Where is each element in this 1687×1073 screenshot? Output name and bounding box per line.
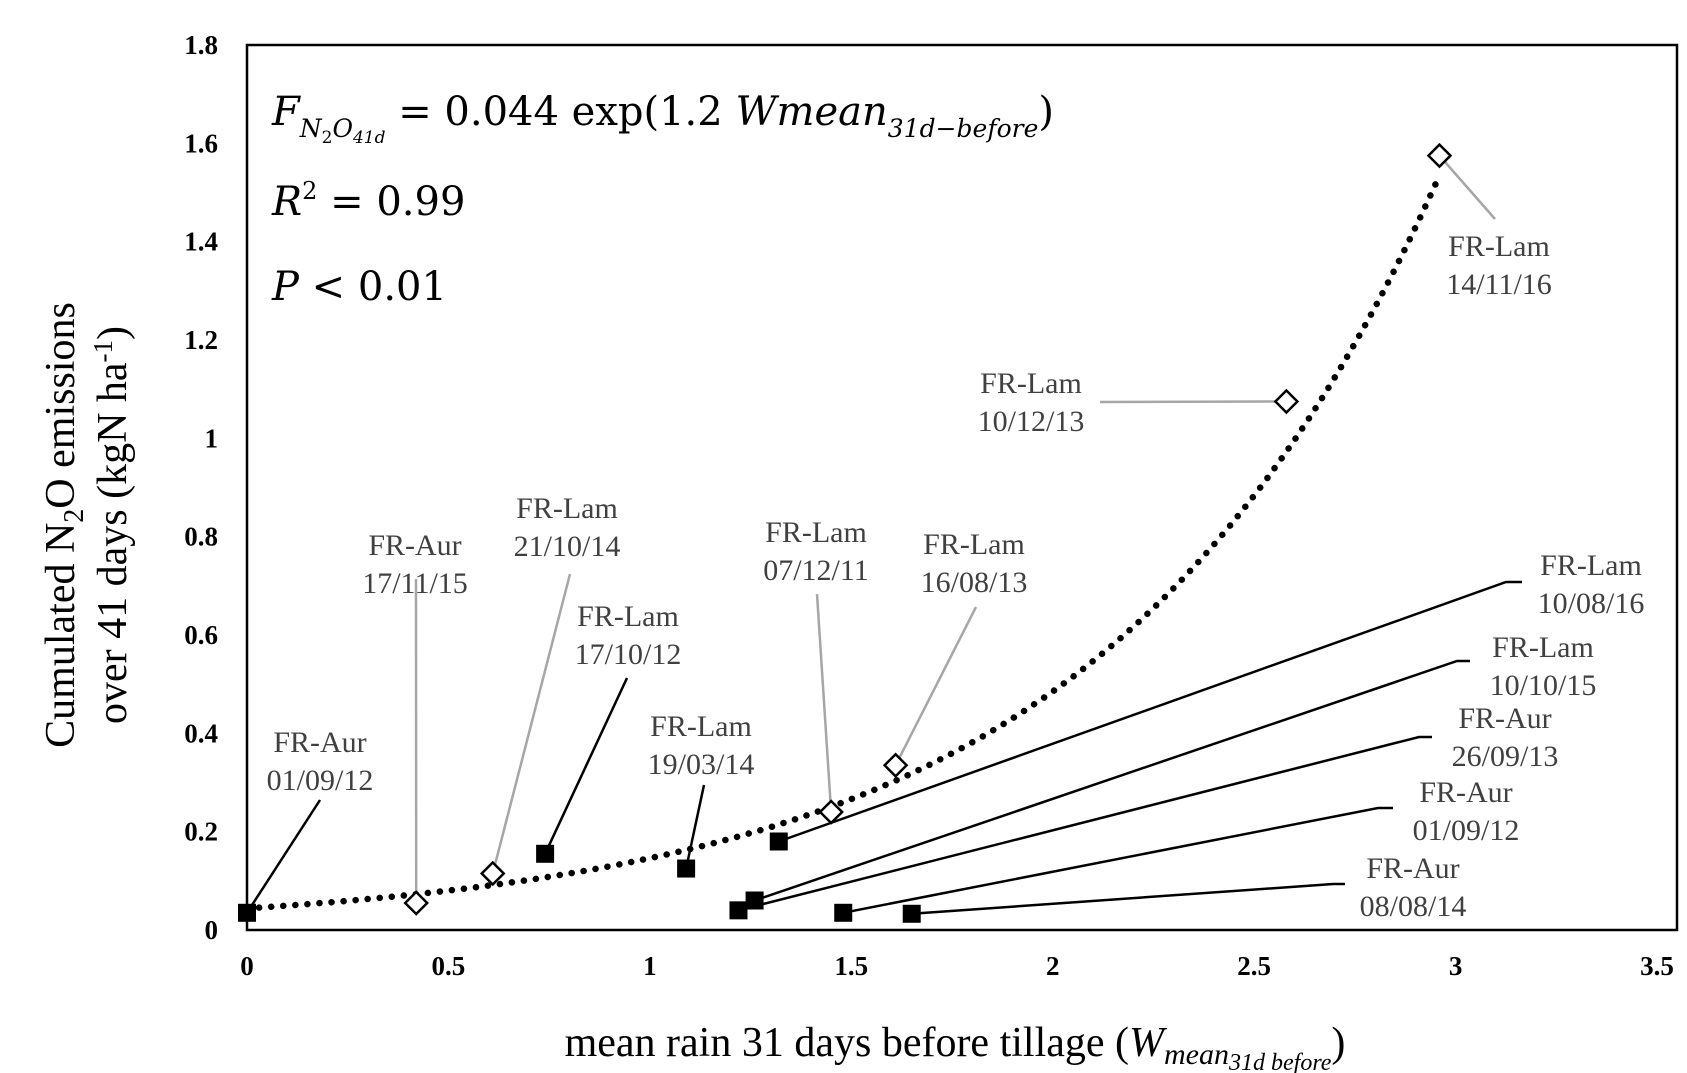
- square-marker: [238, 903, 256, 922]
- diamond-marker: [882, 752, 909, 779]
- point-label-date: 01/09/12: [1413, 814, 1520, 847]
- point-label-site: FR-Lam: [765, 516, 867, 549]
- point-labels: FR-Aur 17/11/15 FR-Lam 21/10/14 FR-Lam 07/12/…: [267, 230, 1645, 923]
- callout-line: [754, 659, 1470, 902]
- x-axis-title: mean rain 31 days before tillage (Wmean3…: [565, 1020, 1346, 1073]
- point-label-site: FR-Lam: [516, 492, 618, 525]
- y-tick-label: 0: [205, 915, 219, 945]
- point-label-date: 10/12/13: [978, 405, 1085, 438]
- diamond-marker: [1426, 142, 1453, 169]
- data-markers: [238, 142, 1453, 923]
- point-label-site: FR-Lam: [923, 528, 1025, 561]
- callout-line: [245, 799, 322, 914]
- point-label-site: FR-Aur: [1458, 702, 1551, 735]
- x-tick-label: 3: [1449, 951, 1463, 981]
- point-label-site: FR-Lam: [1492, 631, 1594, 664]
- p-value: P < 0.01: [271, 264, 447, 310]
- callout-lines: [245, 154, 1522, 916]
- point-label-date: 14/11/16: [1446, 268, 1552, 301]
- point-label-date: 10/08/16: [1538, 587, 1645, 620]
- y-tick-label: 1.2: [184, 325, 218, 355]
- square-marker: [677, 859, 696, 878]
- callout-line: [778, 580, 1522, 843]
- callout-line: [491, 573, 572, 874]
- point-label-date: 26/09/13: [1452, 740, 1559, 773]
- x-tick-label: 0.5: [432, 951, 466, 981]
- square-marker: [902, 904, 921, 923]
- diamond-marker: [479, 860, 506, 887]
- y-axis-title: Cumulated N2O emissions over 41 days (kgN…: [38, 302, 136, 748]
- point-label-date: 17/10/12: [575, 638, 682, 671]
- point-label-site: FR-Lam: [650, 710, 752, 743]
- y-tick-label: 1.8: [184, 30, 218, 60]
- x-tick-label: 3.5: [1640, 951, 1674, 981]
- point-label-date: 07/12/11: [763, 554, 869, 587]
- point-label-site: FR-Lam: [577, 600, 679, 633]
- square-marker: [769, 832, 788, 851]
- callout-line: [911, 882, 1345, 916]
- square-marker: [536, 844, 555, 863]
- point-label-site: FR-Aur: [1419, 776, 1512, 809]
- x-tick-label: 2.5: [1237, 951, 1271, 981]
- point-label-site: FR-Aur: [368, 529, 461, 562]
- point-label-site: FR-Lam: [1540, 549, 1642, 582]
- point-label-date: 16/08/13: [921, 566, 1028, 599]
- callout-line: [1438, 154, 1496, 220]
- point-label-site: FR-Lam: [980, 367, 1082, 400]
- square-marker: [729, 901, 748, 920]
- plot-area: [245, 43, 1679, 932]
- point-label-date: 17/11/15: [362, 567, 468, 600]
- point-label-site: FR-Aur: [1366, 852, 1459, 885]
- equation: FN2O41d = 0.044 exp(1.2 Wmean31d−before): [271, 89, 1054, 148]
- y-tick-label: 0.2: [184, 817, 218, 847]
- diamond-marker: [1273, 388, 1300, 415]
- callout-line: [738, 735, 1432, 912]
- x-tick-label: 1: [643, 951, 657, 981]
- diamond-marker: [818, 799, 844, 825]
- point-label-date: 01/09/12: [267, 764, 374, 797]
- x-tick-label: 0: [240, 951, 254, 981]
- square-marker: [745, 891, 764, 910]
- diamond-marker: [403, 890, 429, 916]
- point-label-site: FR-Aur: [273, 726, 366, 759]
- callout-line: [815, 593, 833, 813]
- x-tick-label: 2: [1046, 951, 1060, 981]
- point-label-date: 08/08/14: [1360, 890, 1467, 923]
- square-marker: [834, 903, 853, 922]
- point-label-site: FR-Lam: [1448, 230, 1550, 263]
- y-tick-label: 0.4: [184, 718, 218, 748]
- y-tick-labels: 0 0.2 0.4 0.6 0.8 1 1.2 1.4 1.6 1.8: [184, 30, 218, 945]
- point-label-date: 10/10/15: [1490, 669, 1597, 702]
- trendline: [243, 172, 1443, 912]
- point-label-date: 21/10/14: [514, 530, 621, 563]
- point-label-date: 19/03/14: [648, 748, 755, 781]
- callout-line: [684, 784, 706, 869]
- callout-line: [1099, 400, 1287, 404]
- callout-line: [894, 606, 978, 766]
- x-tick-labels: 0 0.5 1 1.5 2 2.5 3 3.5: [240, 951, 1674, 981]
- y-tick-label: 1.4: [184, 227, 218, 257]
- x-tick-label: 1.5: [834, 951, 868, 981]
- y-tick-label: 0.8: [184, 522, 218, 552]
- r-squared: R2 = 0.99: [271, 177, 465, 225]
- callout-line: [543, 677, 629, 855]
- callout-line: [842, 806, 1393, 915]
- y-tick-label: 1.6: [184, 128, 218, 158]
- y-tick-label: 1: [205, 423, 219, 453]
- y-tick-label: 0.6: [184, 620, 218, 650]
